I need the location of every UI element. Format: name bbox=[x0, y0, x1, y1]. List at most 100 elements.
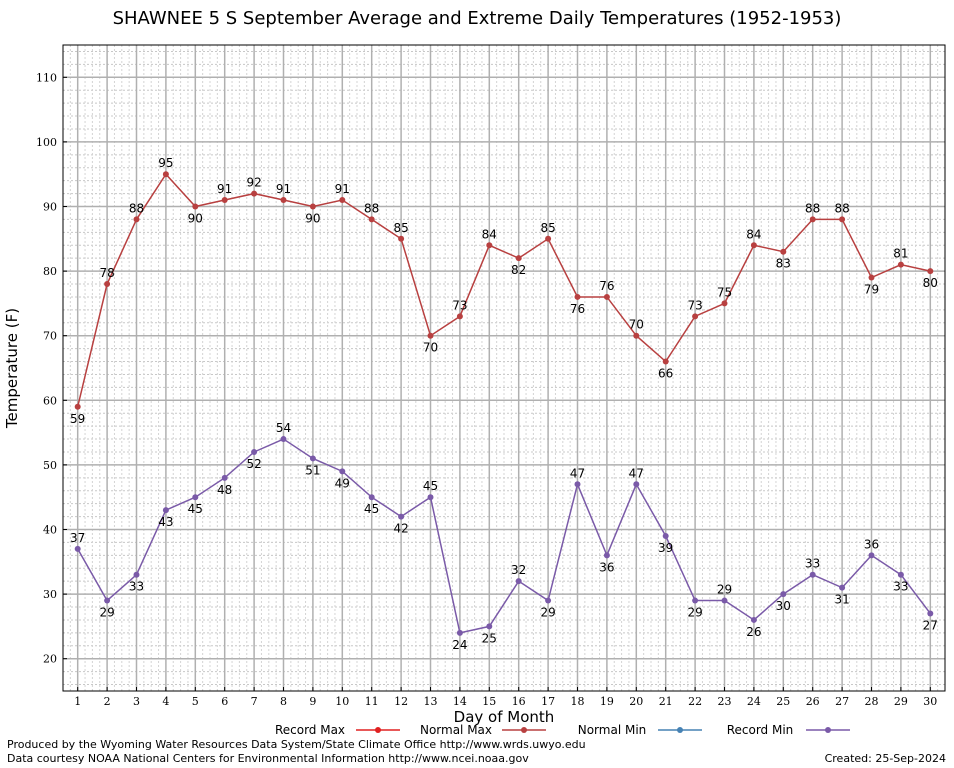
legend-marker-normal-min bbox=[677, 727, 683, 733]
normal-max-point bbox=[162, 171, 169, 178]
record-min-data-label: 31 bbox=[834, 593, 849, 607]
record-min-point bbox=[868, 552, 875, 559]
record-min-point bbox=[721, 597, 728, 604]
x-tick-label: 29 bbox=[894, 695, 908, 708]
normal-max-point bbox=[427, 332, 434, 339]
record-min-data-label: 26 bbox=[746, 625, 761, 639]
legend-label-record-min: Record Min bbox=[727, 723, 794, 737]
normal-max-point bbox=[398, 235, 405, 242]
normal-max-point bbox=[251, 190, 258, 197]
record-min-data-label: 45 bbox=[188, 502, 203, 516]
record-min-data-label: 33 bbox=[805, 557, 820, 571]
normal-max-point bbox=[633, 332, 640, 339]
normal-max-data-label: 88 bbox=[805, 201, 820, 215]
normal-max-point bbox=[515, 255, 522, 262]
record-min-data-label: 42 bbox=[393, 522, 408, 536]
record-min-data-label: 33 bbox=[893, 580, 908, 594]
normal-max-data-label: 95 bbox=[158, 156, 173, 170]
record-min-data-label: 25 bbox=[482, 631, 497, 645]
record-min-point bbox=[251, 448, 258, 455]
normal-max-point bbox=[809, 216, 816, 223]
record-min-point bbox=[74, 545, 81, 552]
record-min-data-label: 36 bbox=[864, 537, 879, 551]
normal-max-data-label: 73 bbox=[687, 298, 702, 312]
credit-line-1: Produced by the Wyoming Water Resources … bbox=[7, 738, 586, 751]
normal-max-data-label: 78 bbox=[99, 266, 114, 280]
x-tick-label: 23 bbox=[718, 695, 732, 708]
record-min-point bbox=[162, 507, 169, 514]
normal-max-point bbox=[603, 293, 610, 300]
x-tick-label: 25 bbox=[776, 695, 790, 708]
x-tick-label: 5 bbox=[192, 695, 199, 708]
normal-max-point bbox=[692, 313, 699, 320]
record-min-point bbox=[486, 623, 493, 630]
record-min-point bbox=[809, 571, 816, 578]
record-min-point bbox=[780, 591, 787, 598]
record-min-point bbox=[221, 474, 228, 481]
record-min-data-label: 39 bbox=[658, 541, 673, 555]
normal-max-data-label: 82 bbox=[511, 263, 526, 277]
legend-marker-record-max bbox=[375, 727, 381, 733]
record-min-point bbox=[280, 436, 287, 443]
normal-max-data-label: 76 bbox=[570, 302, 585, 316]
normal-max-data-label: 70 bbox=[629, 318, 644, 332]
normal-max-data-label: 73 bbox=[452, 298, 467, 312]
record-min-data-label: 29 bbox=[99, 606, 114, 620]
record-min-data-label: 49 bbox=[335, 476, 350, 490]
record-min-point bbox=[427, 494, 434, 501]
x-tick-label: 15 bbox=[482, 695, 496, 708]
record-min-point bbox=[104, 597, 111, 604]
record-min-data-label: 45 bbox=[364, 502, 379, 516]
normal-max-data-label: 76 bbox=[599, 279, 614, 293]
record-min-data-label: 54 bbox=[276, 421, 291, 435]
record-min-point bbox=[633, 481, 640, 488]
record-min-data-label: 51 bbox=[305, 463, 320, 477]
y-tick-label: 20 bbox=[43, 653, 57, 666]
normal-max-data-label: 84 bbox=[482, 227, 497, 241]
record-min-point bbox=[750, 616, 757, 623]
record-min-point bbox=[398, 513, 405, 520]
record-min-data-label: 32 bbox=[511, 563, 526, 577]
normal-max-data-label: 85 bbox=[393, 221, 408, 235]
record-min-data-label: 48 bbox=[217, 483, 232, 497]
x-tick-label: 3 bbox=[133, 695, 140, 708]
x-tick-label: 19 bbox=[600, 695, 614, 708]
record-min-data-label: 37 bbox=[70, 531, 85, 545]
record-min-point bbox=[339, 468, 346, 475]
legend-marker-record-min bbox=[825, 727, 831, 733]
plot-border bbox=[62, 44, 946, 692]
x-tick-label: 9 bbox=[309, 695, 316, 708]
record-min-data-label: 30 bbox=[776, 599, 791, 613]
normal-max-data-label: 75 bbox=[717, 285, 732, 299]
normal-max-data-label: 66 bbox=[658, 367, 673, 381]
x-tick-label: 1 bbox=[74, 695, 81, 708]
record-min-point bbox=[692, 597, 699, 604]
y-tick-label: 50 bbox=[43, 459, 57, 472]
x-tick-label: 24 bbox=[747, 695, 761, 708]
x-tick-label: 28 bbox=[865, 695, 879, 708]
record-min-data-label: 29 bbox=[687, 606, 702, 620]
x-tick-label: 21 bbox=[659, 695, 673, 708]
x-tick-label: 14 bbox=[453, 695, 467, 708]
x-tick-label: 22 bbox=[688, 695, 702, 708]
normal-max-point bbox=[897, 261, 904, 268]
normal-max-data-label: 88 bbox=[129, 201, 144, 215]
normal-max-point bbox=[662, 358, 669, 365]
legend-label-normal-max: Normal Max bbox=[420, 723, 492, 737]
normal-max-data-label: 91 bbox=[335, 182, 350, 196]
record-min-data-label: 45 bbox=[423, 479, 438, 493]
record-min-point bbox=[574, 481, 581, 488]
normal-max-data-label: 90 bbox=[305, 212, 320, 226]
normal-max-data-label: 91 bbox=[217, 182, 232, 196]
x-tick-label: 11 bbox=[365, 695, 379, 708]
y-tick-label: 40 bbox=[43, 524, 57, 537]
normal-max-point bbox=[192, 203, 199, 210]
record-min-point bbox=[662, 532, 669, 539]
normal-max-point bbox=[927, 268, 934, 275]
normal-max-data-label: 59 bbox=[70, 412, 85, 426]
normal-max-point bbox=[721, 300, 728, 307]
record-min-point bbox=[192, 494, 199, 501]
normal-max-data-label: 92 bbox=[246, 176, 261, 190]
y-tick-label: 100 bbox=[36, 136, 57, 149]
normal-max-point bbox=[104, 281, 111, 288]
